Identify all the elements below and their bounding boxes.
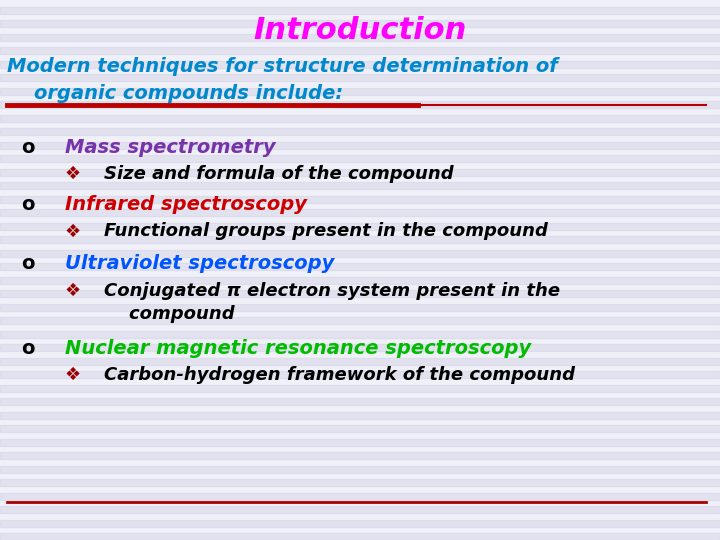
Bar [0,168,720,176]
Bar [0,384,720,391]
Text: ❖: ❖ [65,165,81,183]
Text: ❖: ❖ [65,282,81,300]
Bar [0,60,720,68]
Text: o: o [22,339,35,358]
Bar [0,492,720,500]
Text: o: o [22,195,35,214]
Text: ❖: ❖ [65,222,81,240]
Bar [0,141,720,149]
Bar [0,183,720,189]
Bar [0,317,720,324]
Bar [0,372,720,378]
Bar [0,102,720,108]
Bar [0,480,720,486]
Bar [0,237,720,243]
Bar [0,276,720,284]
Bar [0,263,720,270]
Bar [0,426,720,432]
Bar [0,507,720,513]
Text: compound: compound [104,305,235,323]
Bar [0,20,720,27]
Text: Modern techniques for structure determination of: Modern techniques for structure determin… [7,57,558,76]
Bar [0,87,720,94]
Text: Ultraviolet spectroscopy: Ultraviolet spectroscopy [65,254,334,273]
Bar [0,156,720,162]
Text: Infrared spectroscopy: Infrared spectroscopy [65,195,307,214]
Bar [0,6,720,14]
Bar [0,33,720,40]
Text: organic compounds include:: organic compounds include: [7,84,343,103]
Bar [0,465,720,472]
Bar [0,345,720,351]
Bar [0,438,720,445]
Bar [0,128,720,135]
Text: Conjugated π electron system present in the: Conjugated π electron system present in … [104,282,561,300]
Bar [0,291,720,297]
Bar [0,411,720,418]
Text: ❖: ❖ [65,366,81,384]
Bar [0,399,720,405]
Text: o: o [22,254,35,273]
Bar [0,209,720,216]
Text: Functional groups present in the compound: Functional groups present in the compoun… [104,222,548,240]
Bar [0,303,720,310]
Text: Mass spectrometry: Mass spectrometry [65,138,276,157]
Bar [0,47,720,54]
Bar [0,519,720,526]
Bar [0,534,720,540]
Bar [0,453,720,459]
Bar [0,357,720,364]
Bar [0,330,720,338]
Text: o: o [22,138,35,157]
Bar [0,195,720,202]
Text: Carbon-hydrogen framework of the compound: Carbon-hydrogen framework of the compoun… [104,366,575,384]
Bar [0,74,720,81]
Bar [0,222,720,230]
Text: Nuclear magnetic resonance spectroscopy: Nuclear magnetic resonance spectroscopy [65,339,531,358]
Bar [0,115,720,122]
Text: Introduction: Introduction [253,16,467,45]
Bar [0,249,720,256]
Text: Size and formula of the compound: Size and formula of the compound [104,165,454,183]
